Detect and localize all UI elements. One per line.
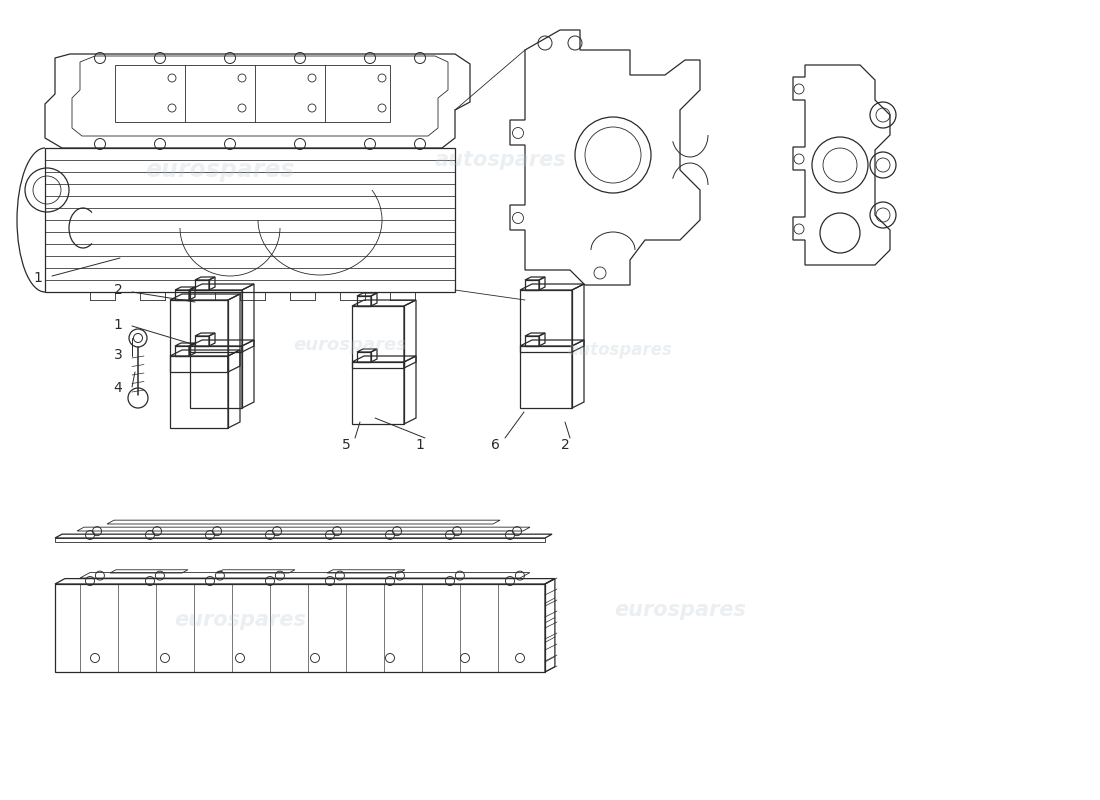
Text: 1: 1 [416, 438, 425, 452]
Text: autospares: autospares [568, 341, 672, 359]
Text: 2: 2 [113, 283, 122, 297]
Text: 2: 2 [561, 438, 570, 452]
Text: autospares: autospares [434, 150, 565, 170]
Text: 1: 1 [34, 271, 43, 285]
Text: 5: 5 [342, 438, 351, 452]
Text: 1: 1 [113, 318, 122, 332]
Text: 3: 3 [113, 348, 122, 362]
Text: eurospares: eurospares [145, 158, 295, 182]
Text: 4: 4 [113, 381, 122, 395]
Text: eurospares: eurospares [293, 336, 407, 354]
Text: eurospares: eurospares [174, 610, 306, 630]
Text: eurospares: eurospares [614, 600, 746, 620]
Text: 6: 6 [491, 438, 499, 452]
